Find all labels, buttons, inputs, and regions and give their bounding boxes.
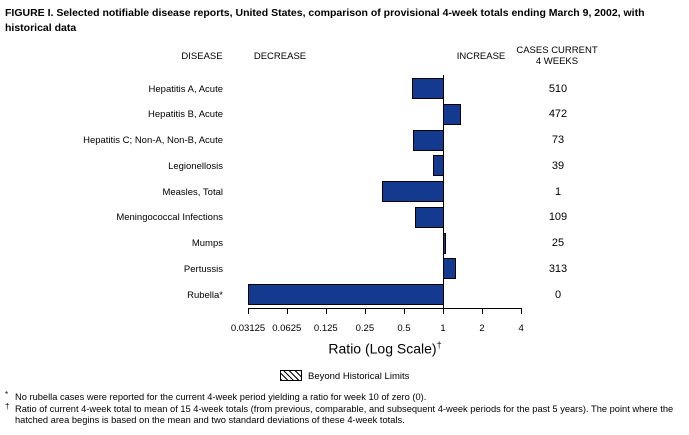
cases-value: 25 xyxy=(551,237,565,249)
x-axis-tick xyxy=(482,309,484,314)
ratio-bar xyxy=(443,258,457,280)
x-axis-label: Ratio (Log Scale)† xyxy=(328,340,442,357)
ratio-bar xyxy=(443,232,447,254)
disease-label: Mumps xyxy=(191,238,223,249)
column-header-cases-line1: CASES CURRENT xyxy=(516,45,598,56)
disease-label: Measles, Total xyxy=(162,186,223,198)
dagger-marker: † xyxy=(5,401,10,411)
figure-title: FIGURE I. Selected notifiable disease re… xyxy=(5,7,645,34)
x-axis xyxy=(248,308,523,309)
x-axis-tick-label: 0.03125 xyxy=(230,323,266,334)
column-header-increase: INCREASE xyxy=(456,51,506,62)
column-header-decrease: DECREASE xyxy=(253,51,307,62)
x-axis-tick xyxy=(403,309,405,314)
disease-label: Hepatitis C; Non-A, Non-B, Acute xyxy=(83,135,223,146)
x-axis-tick-label: 0.0625 xyxy=(272,323,302,334)
x-axis-tick xyxy=(286,309,288,314)
asterisk-marker: * xyxy=(5,390,9,399)
cases-value: 0 xyxy=(554,288,562,301)
disease-label: Pertussis xyxy=(183,263,223,275)
disease-label: Rubella* xyxy=(187,289,223,301)
ratio-bar xyxy=(382,181,444,202)
x-axis-tick-label: 1 xyxy=(440,323,446,334)
cases-value: 472 xyxy=(548,108,568,121)
disease-label: Hepatitis A, Acute xyxy=(148,83,223,95)
dagger-superscript: † xyxy=(436,340,442,350)
x-axis-tick-label: 0.5 xyxy=(397,323,411,334)
footnote-ratio-text: Ratio of current 4-week total to mean of… xyxy=(15,403,674,425)
x-axis-tick-label: 0.25 xyxy=(355,323,375,334)
hatched-swatch-icon xyxy=(280,370,302,381)
x-axis-tick-label: 0.125 xyxy=(313,323,338,334)
cases-value: 109 xyxy=(548,211,568,224)
ratio-bar xyxy=(413,129,444,151)
ratio-bar xyxy=(415,206,444,228)
legend-label: Beyond Historical Limits xyxy=(308,371,410,382)
x-axis-tick xyxy=(364,309,366,314)
ratio-bar xyxy=(248,284,444,305)
ratio-bar xyxy=(433,155,444,177)
x-axis-tick xyxy=(521,309,523,314)
footnote-ratio: † Ratio of current 4-week total to mean … xyxy=(4,401,686,426)
cases-value: 39 xyxy=(551,159,565,172)
column-header-cases-current: CASES CURRENT 4 WEEKS xyxy=(497,45,617,68)
column-header-disease: DISEASE xyxy=(181,51,223,62)
disease-label: Hepatitis B, Acute xyxy=(148,109,223,121)
cases-value: 313 xyxy=(548,262,568,275)
x-axis-tick xyxy=(325,309,327,314)
cases-value: 1 xyxy=(554,185,562,198)
x-axis-tick-label: 4 xyxy=(518,323,524,334)
footnote-rubella: * No rubella cases were reported for the… xyxy=(4,390,686,403)
disease-label: Meningococcal Infections xyxy=(116,212,223,224)
ratio-bar xyxy=(443,103,461,125)
x-axis-tick-label: 2 xyxy=(479,323,485,334)
cases-value: 73 xyxy=(551,134,565,146)
column-header-cases-line2: 4 WEEKS xyxy=(535,55,579,67)
footnotes: * No rubella cases were reported for the… xyxy=(4,390,686,427)
footnote-rubella-text: No rubella cases were reported for the c… xyxy=(15,392,427,402)
ratio-bar xyxy=(412,78,444,99)
disease-label: Legionellosis xyxy=(168,160,223,172)
x-axis-tick xyxy=(443,309,444,314)
cases-value: 510 xyxy=(548,82,568,95)
x-axis-tick xyxy=(248,309,249,314)
